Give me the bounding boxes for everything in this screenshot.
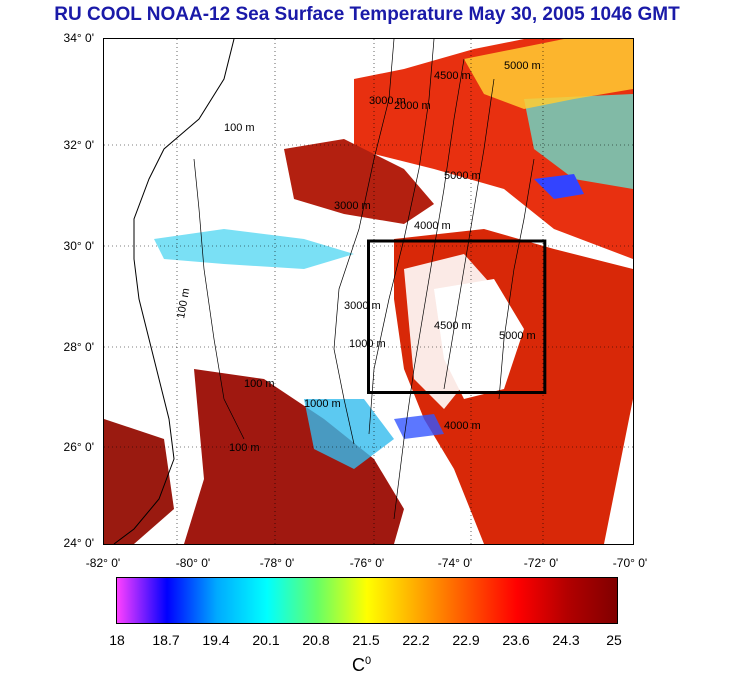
contour-label: 3000 m [344,300,381,312]
lat-label: 30° 0' [63,239,94,253]
colorbar-tick: 19.4 [202,632,230,648]
lon-label: -74° 0' [437,556,473,570]
sst-patch-yellow [464,39,633,109]
sst-patch-bahamas [184,369,404,544]
lon-label: -72° 0' [523,556,559,570]
contour-label: 3000 m [334,200,371,212]
sst-patch-north-shelf [284,139,434,224]
contour-label: 1000 m [304,398,341,410]
colorbar-unit: C0 [352,655,372,675]
colorbar-tick: 22.9 [452,632,480,648]
contour-label: 5000 m [504,60,541,72]
lat-label: 34° 0' [63,31,94,45]
colorbar-tick: 18.7 [152,632,180,648]
colorbar-tick: 20.1 [252,632,280,648]
lon-label: -78° 0' [259,556,295,570]
colorbar-tick: 20.8 [302,632,330,648]
lon-label: -70° 0' [612,556,648,570]
contour-label: 5000 m [499,330,536,342]
lon-label: -82° 0' [85,556,121,570]
sst-map-canvas: 100 m 100 m 100 m 100 m 1000 m 1000 m 20… [104,39,633,544]
contour-label: 3000 m [369,95,406,107]
map-title: RU COOL NOAA-12 Sea Surface Temperature … [54,4,680,25]
sst-patch-mix-south [304,399,394,469]
colorbar-tick: 25 [606,632,622,648]
contour-label: 100 m [229,442,260,454]
colorbar-tick: 21.5 [352,632,380,648]
contour-labels: 100 m 100 m 100 m 100 m 1000 m 1000 m 20… [175,60,541,454]
lat-label: 24° 0' [63,536,94,550]
lon-label: -80° 0' [175,556,211,570]
contour-label: 4000 m [414,220,451,232]
colorbar-tick: 24.3 [552,632,580,648]
contour-label: 4500 m [434,320,471,332]
contour-label: 4500 m [434,70,471,82]
contour-label: 2000 m [394,100,431,112]
contour-label: 100 m [224,122,255,134]
sst-map[interactable]: 100 m 100 m 100 m 100 m 1000 m 1000 m 20… [103,38,634,545]
coastline [113,39,235,544]
colorbar-tick: 22.2 [402,632,430,648]
colorbar-tick: 23.6 [502,632,530,648]
colorbar-tick: 18 [109,632,125,648]
colorbar [116,577,618,624]
contour-label: 100 m [244,378,275,390]
sst-patch-cool-northeast [524,94,633,189]
contour-label: 4000 m [444,420,481,432]
sst-patch-blue-north [534,174,584,199]
contour-label: 5000 m [444,170,481,182]
lat-label: 26° 0' [63,440,94,454]
lon-label: -76° 0' [349,556,385,570]
sst-patch-cyan-shelf [154,229,354,269]
lat-label: 28° 0' [63,340,94,354]
study-region-box [367,239,547,394]
contour-label: 100 m [175,287,192,319]
sst-patch-southwest [104,419,174,544]
bathymetry-contours [193,39,535,520]
lat-label: 32° 0' [63,138,94,152]
